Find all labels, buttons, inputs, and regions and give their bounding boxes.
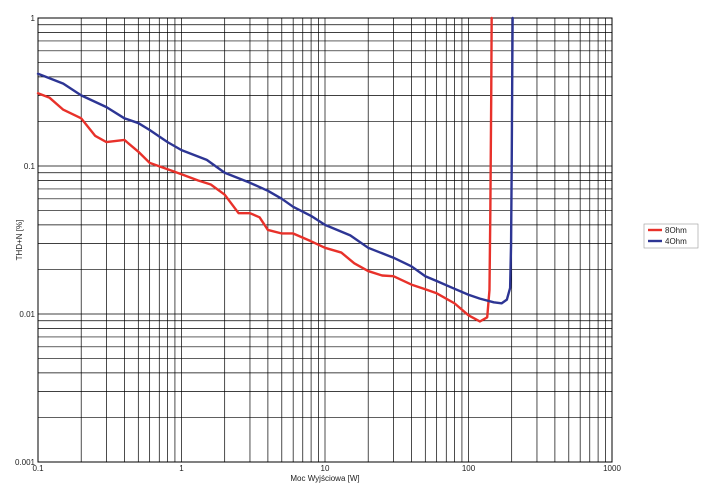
y-tick-labels: 0.001 0.01 0.1 1 [15,14,36,467]
legend: 8Ohm 4Ohm [643,223,699,249]
series-line-8ohm [36,16,493,323]
plot-frame [37,17,613,463]
y-tick-label: 0.1 [24,162,36,171]
x-tick-labels: 0.1 1 10 100 1000 [32,464,621,473]
x-tick-label: 0.1 [32,464,44,473]
y-tick-label: 0.01 [19,310,35,319]
y-axis-label: THD+N [%] [15,220,24,261]
y-tick-label: 1 [31,14,36,23]
grid [37,18,612,463]
x-tick-label: 10 [321,464,330,473]
series-line-4ohm [36,16,514,305]
x-tick-label: 1 [179,464,184,473]
x-tick-label: 100 [462,464,476,473]
legend-label: 8Ohm [665,226,687,235]
x-axis-label: Moc Wyjściowa [W] [290,474,359,483]
legend-label: 4Ohm [665,237,687,246]
y-tick-label: 0.001 [15,458,36,467]
legend-box [643,223,699,249]
series-layer [36,16,514,323]
x-tick-label: 1000 [603,464,621,473]
